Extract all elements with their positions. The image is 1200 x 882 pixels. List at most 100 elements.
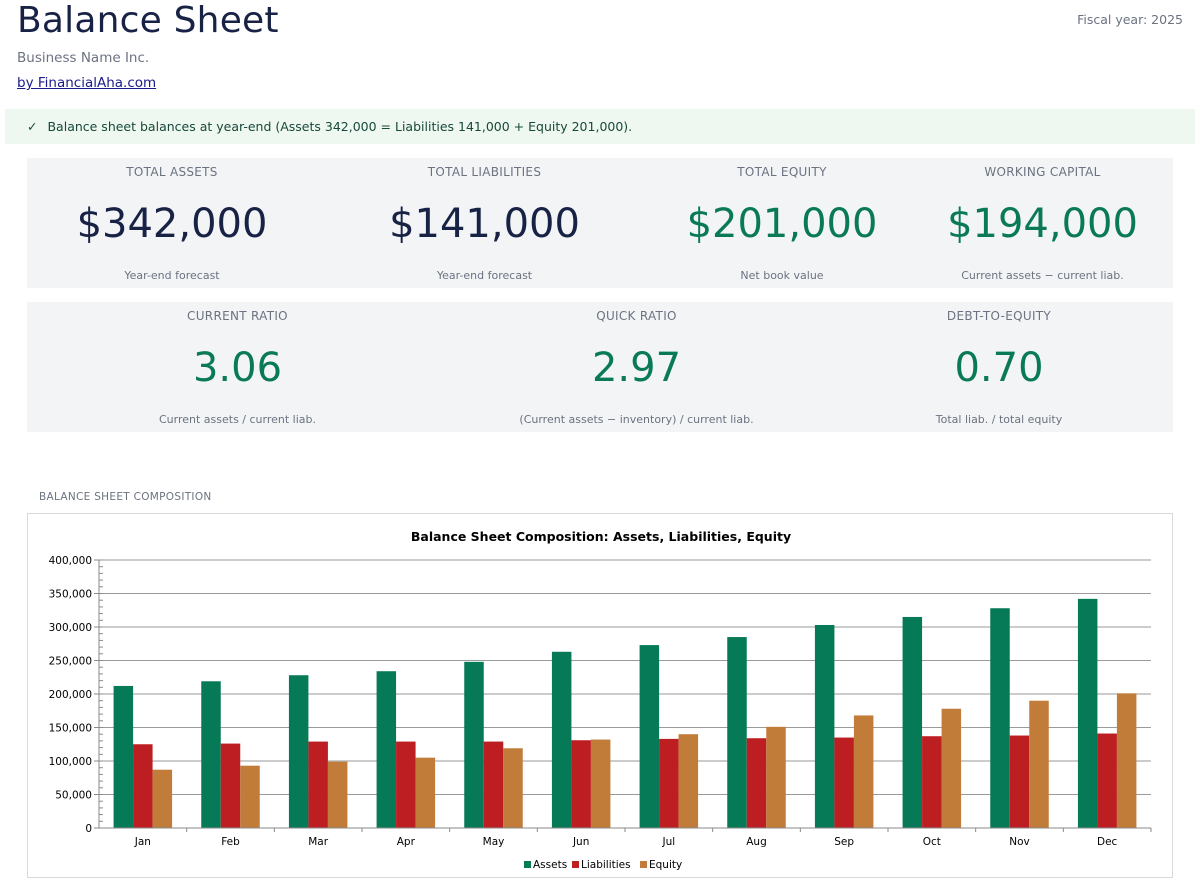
bar-equity: [678, 734, 699, 828]
kpi-value: 0.70: [954, 345, 1044, 391]
x-tick-label: Apr: [397, 836, 416, 848]
x-tick-label: Jan: [134, 836, 151, 848]
kpi-card-total-assets: TOTAL ASSETS $342,000 Year-end forecast: [27, 158, 317, 288]
bar-assets: [814, 624, 835, 828]
kpi-note: Current assets − current liab.: [961, 269, 1124, 282]
fiscal-year-label: Fiscal year: 2025: [1077, 12, 1183, 27]
bar-assets: [201, 681, 221, 828]
bar-assets: [902, 616, 923, 828]
legend-swatch-equity: [640, 861, 647, 868]
bar-liabilities: [571, 740, 591, 828]
legend-swatch-assets: [524, 861, 531, 868]
kpi-card-working-capital: WORKING CAPITAL $194,000 Current assets …: [912, 158, 1173, 288]
bar-liabilities: [834, 737, 854, 828]
kpi-value: $201,000: [686, 201, 878, 247]
bar-assets: [288, 675, 309, 828]
y-tick-label: 100,000: [49, 756, 92, 768]
x-tick-label: Jun: [572, 836, 589, 848]
kpi-value: 3.06: [192, 345, 283, 391]
kpi-card-quick-ratio: QUICK RATIO 2.97 (Current assets − inven…: [448, 302, 825, 432]
bar-liabilities: [1009, 735, 1030, 828]
bar-liabilities: [133, 744, 153, 828]
kpi-note: Year-end forecast: [124, 269, 220, 282]
x-tick-label: Mar: [308, 836, 328, 848]
kpi-label: TOTAL ASSETS: [126, 165, 218, 179]
bar-assets: [1077, 598, 1098, 828]
bar-equity: [152, 769, 173, 828]
bar-equity: [590, 739, 611, 828]
bar-liabilities: [483, 741, 504, 828]
bar-assets: [464, 661, 484, 828]
banner-text: Balance sheet balances at year-end (Asse…: [47, 119, 633, 134]
byline-link[interactable]: by FinancialAha.com: [17, 75, 157, 91]
kpi-note: Net book value: [740, 269, 824, 282]
bar-equity: [1029, 700, 1049, 828]
kpi-label: DEBT-TO-EQUITY: [946, 309, 1052, 323]
bar-equity: [766, 726, 786, 828]
bar-liabilities: [220, 743, 241, 828]
bar-equity: [415, 757, 436, 828]
legend-label-equity: Equity: [649, 859, 682, 871]
kpi-card-total-liabilities: TOTAL LIABILITIES $141,000 Year-end fore…: [317, 158, 652, 288]
bar-equity: [327, 761, 348, 828]
y-tick-label: 300,000: [49, 622, 92, 634]
bar-liabilities: [922, 736, 942, 828]
y-tick-label: 150,000: [49, 723, 92, 735]
bar-equity: [941, 708, 962, 828]
chart-title: Balance Sheet Composition: Assets, Liabi…: [411, 529, 791, 544]
kpi-row-ratios: CURRENT RATIO 3.06 Current assets / curr…: [27, 302, 1173, 432]
x-tick-label: Dec: [1097, 836, 1118, 848]
bar-equity: [1116, 693, 1137, 828]
kpi-label: WORKING CAPITAL: [984, 165, 1101, 179]
x-tick-label: Oct: [923, 836, 941, 848]
composition-chart: Balance Sheet Composition: Assets, Liabi…: [27, 513, 1173, 878]
kpi-card-current-ratio: CURRENT RATIO 3.06 Current assets / curr…: [27, 302, 448, 432]
axis-layer: 0 50,000 100,000 150,000 200,000 250,000 300,0…: [49, 555, 1152, 848]
kpi-row-totals: TOTAL ASSETS $342,000 Year-end forecast …: [27, 158, 1173, 288]
bar-assets: [551, 651, 572, 828]
kpi-value: $342,000: [76, 201, 268, 247]
y-tick-label: 200,000: [49, 689, 92, 701]
bar-liabilities: [746, 738, 767, 828]
y-tick-label: 350,000: [49, 589, 92, 601]
bar-assets: [376, 671, 397, 828]
bar-liabilities: [659, 738, 679, 828]
bar-assets: [727, 637, 747, 828]
x-tick-label: Aug: [746, 836, 767, 848]
bar-assets: [113, 685, 134, 828]
kpi-note: Year-end forecast: [436, 269, 533, 282]
legend: Assets Liabilities Equity: [524, 859, 682, 871]
bar-layer: [113, 598, 1137, 828]
kpi-label: TOTAL LIABILITIES: [427, 165, 542, 179]
kpi-card-debt-to-equity: DEBT-TO-EQUITY 0.70 Total liab. / total …: [825, 302, 1173, 432]
y-tick-label: 250,000: [49, 656, 92, 668]
y-tick-label: 0: [85, 823, 92, 835]
x-tick-label: May: [483, 836, 505, 848]
section-label: BALANCE SHEET COMPOSITION: [39, 491, 212, 503]
bar-assets: [990, 608, 1010, 828]
kpi-note: (Current assets − inventory) / current l…: [519, 413, 754, 426]
kpi-label: TOTAL EQUITY: [737, 165, 827, 179]
kpi-note: Total liab. / total equity: [935, 413, 1063, 426]
x-tick-label: Nov: [1009, 836, 1030, 848]
y-tick-label: 50,000: [55, 790, 92, 802]
bar-liabilities: [308, 741, 328, 828]
bar-liabilities: [1097, 733, 1117, 828]
bar-equity: [503, 748, 523, 828]
kpi-label: QUICK RATIO: [596, 309, 677, 323]
legend-label-liabilities: Liabilities: [581, 859, 631, 871]
bar-equity: [240, 765, 260, 828]
kpi-value: $141,000: [389, 201, 580, 247]
bar-liabilities: [396, 741, 416, 828]
check-icon: ✓: [27, 119, 38, 134]
legend-label-assets: Assets: [533, 859, 567, 871]
legend-swatch-liabilities: [572, 861, 579, 868]
page-title: Balance Sheet: [17, 0, 279, 41]
bar-equity: [853, 715, 874, 828]
grid-layer: [99, 559, 1151, 795]
x-tick-label: Jul: [661, 836, 675, 848]
y-tick-label: 400,000: [49, 555, 92, 567]
chart-svg: Balance Sheet Composition: Assets, Liabi…: [49, 529, 1152, 871]
x-tick-label: Feb: [221, 836, 240, 848]
x-tick-label: Sep: [834, 836, 854, 848]
